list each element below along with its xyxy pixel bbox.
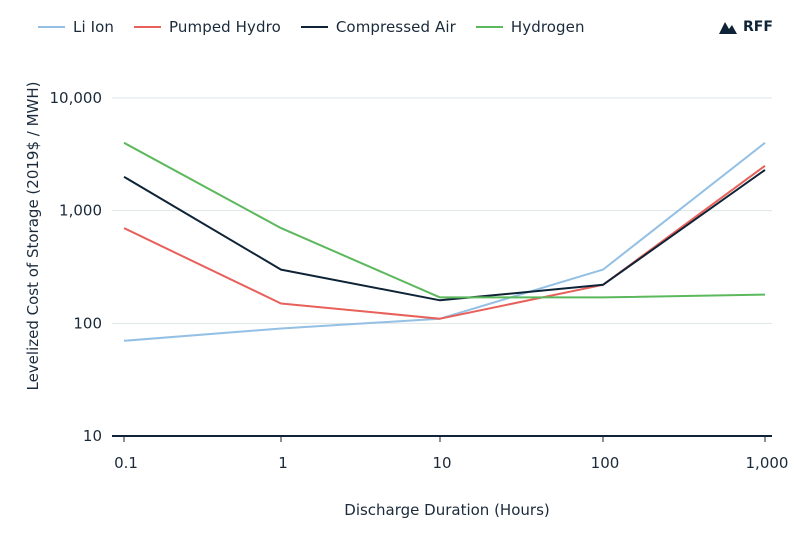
series-layer bbox=[123, 141, 766, 342]
x-tick-label: 10 bbox=[432, 454, 451, 472]
y-tick-label: 100 bbox=[73, 314, 102, 332]
legend-label-pumped-hydro: Pumped Hydro bbox=[169, 18, 281, 36]
legend-label-compressed-air: Compressed Air bbox=[335, 18, 456, 36]
legend-swatch-hydrogen bbox=[475, 26, 503, 28]
series-line-li-ion bbox=[123, 142, 766, 342]
x-tick-label: 1 bbox=[278, 454, 288, 472]
x-axis-title: Discharge Duration (Hours) bbox=[344, 501, 549, 519]
y-tick-label: 10,000 bbox=[50, 89, 103, 107]
series-line-hydrogen bbox=[123, 141, 766, 299]
logo-text: RFF bbox=[743, 19, 773, 35]
mountain-icon bbox=[719, 22, 737, 34]
legend-swatch-compressed-air bbox=[300, 26, 328, 28]
grid-layer bbox=[112, 97, 772, 324]
x-tick-label: 0.1 bbox=[114, 454, 138, 472]
series-line-pumped-hydro bbox=[123, 164, 766, 320]
legend-item-pumped-hydro: Pumped Hydro bbox=[134, 18, 281, 36]
legend-label-li-ion: Li Ion bbox=[73, 18, 115, 36]
series-line-compressed-air bbox=[123, 169, 766, 302]
y-tick-label: 1,000 bbox=[59, 202, 102, 220]
y-axis-title: Levelized Cost of Storage (2019$ / MWH) bbox=[24, 81, 42, 390]
legend-item-compressed-air: Compressed Air bbox=[300, 18, 456, 36]
legend-item-li-ion: Li Ion bbox=[38, 18, 114, 36]
legend-item-hydrogen: Hydrogen bbox=[475, 18, 585, 36]
legend-label-hydrogen: Hydrogen bbox=[510, 18, 585, 36]
axis-layer: 10 100 1,000 10,000 0.1 1 10 100 1,000 bbox=[50, 89, 789, 472]
legend-swatch-pumped-hydro bbox=[134, 26, 162, 28]
x-tick-label: 100 bbox=[591, 454, 620, 472]
rff-logo: RFF bbox=[719, 19, 773, 35]
legend-swatch-li-ion bbox=[38, 26, 65, 28]
chart-legend: Li Ion Pumped Hydro Compressed Air Hydro… bbox=[38, 18, 605, 36]
x-tick-label: 1,000 bbox=[746, 454, 789, 472]
y-tick-label: 10 bbox=[83, 427, 102, 445]
